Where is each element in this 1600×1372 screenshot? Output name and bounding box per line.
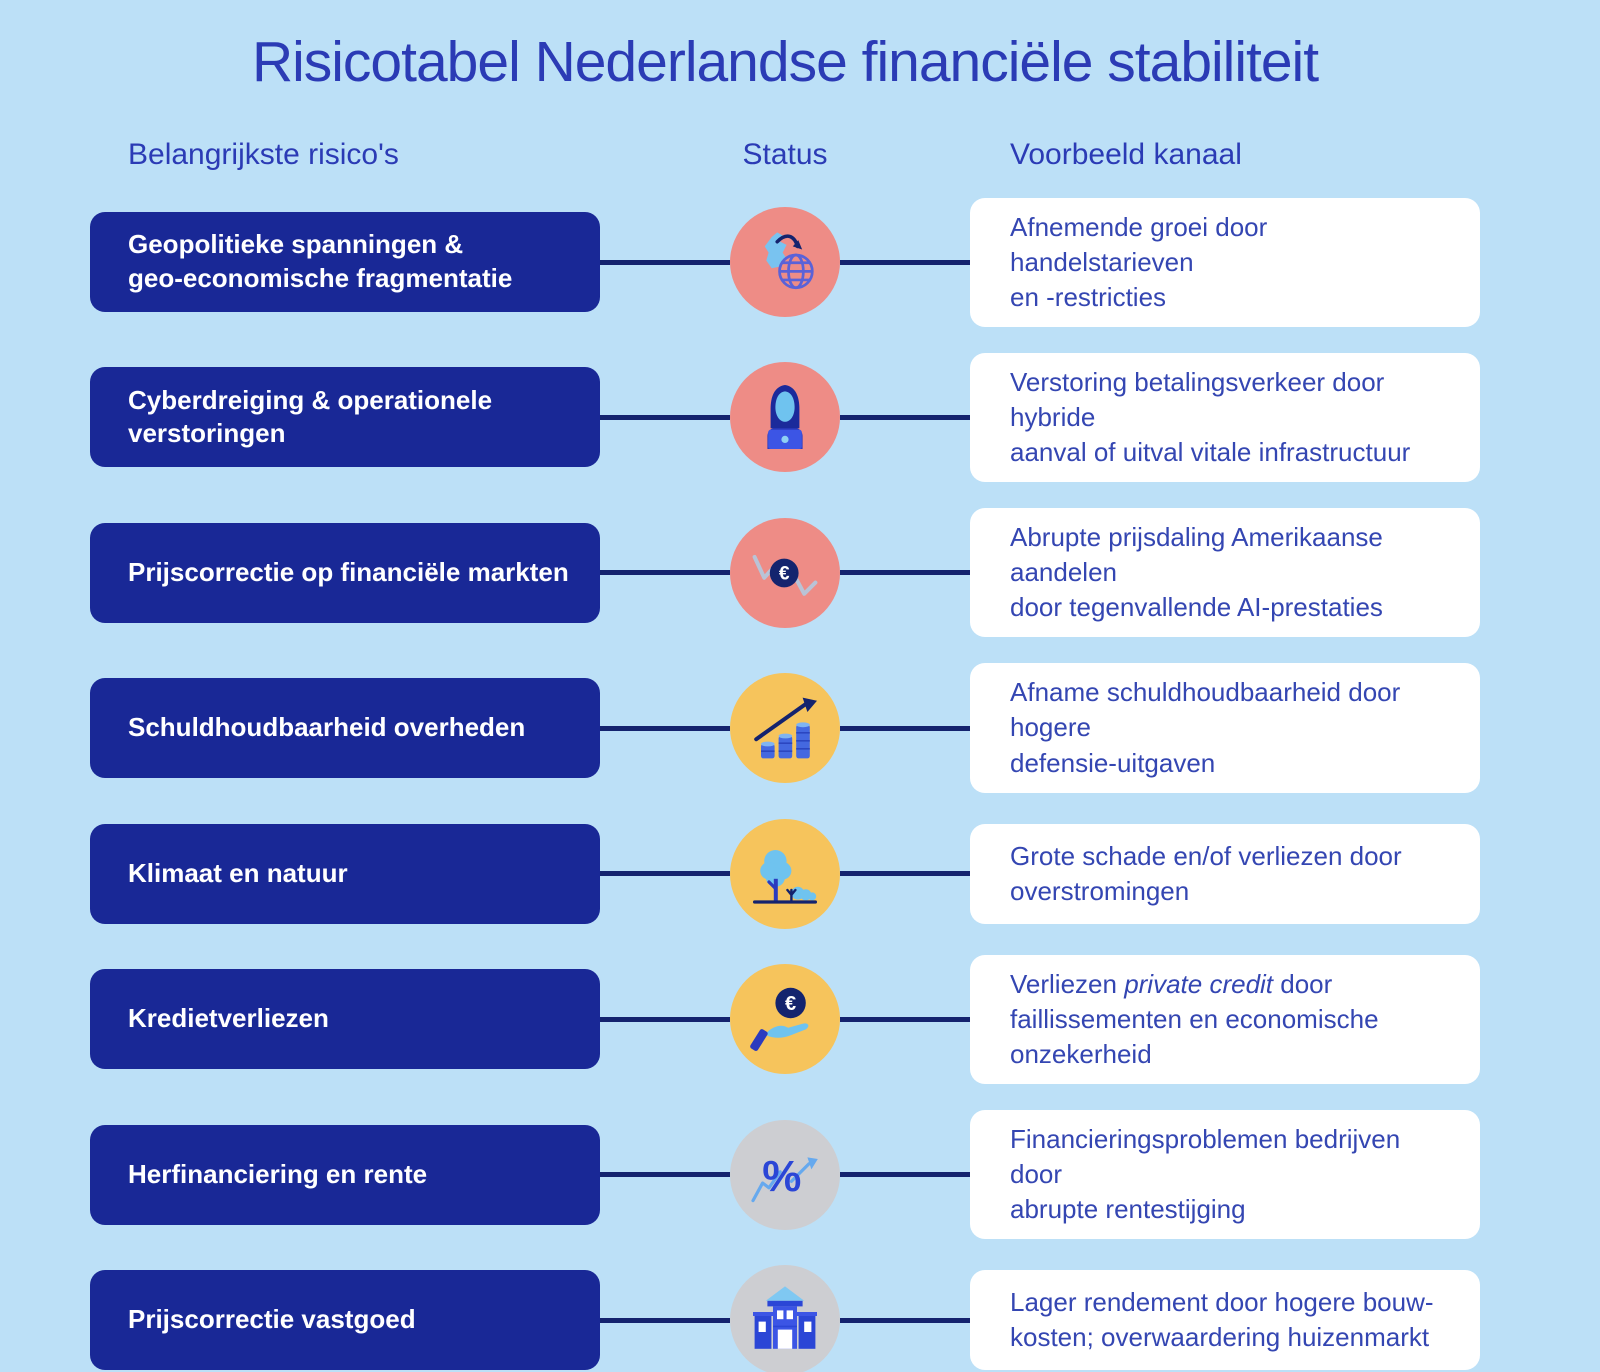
connector-line [840, 871, 970, 877]
connector-line [600, 259, 730, 265]
connector [600, 362, 970, 473]
connector-line [840, 1172, 970, 1178]
status-circle [730, 362, 840, 473]
status-circle: € [730, 517, 840, 628]
connector-line [840, 259, 970, 265]
connector-line [840, 1016, 970, 1022]
channel-box: Abrupte prijsdaling Amerikaanse aandelen… [970, 508, 1480, 638]
risk-row: Klimaat en natuur [90, 818, 1480, 929]
channel-box: Verliezen private credit door faillissem… [970, 954, 1480, 1084]
risk-label-box: Cyberdreiging & operationele verstoringe… [90, 367, 600, 468]
percent-rate-chart-icon: % [751, 1152, 818, 1202]
channel-box: Afname schuldhoudbaarheid door hogere de… [970, 663, 1480, 793]
channel-text: Financieringsproblemen bedrijven door ab… [1010, 1123, 1401, 1225]
risk-row: Kredietverliezen € Verliezen privat [90, 954, 1480, 1084]
column-header-status: Status [742, 137, 828, 171]
risk-label: Klimaat en natuur [128, 857, 348, 888]
risk-label-box: Schuldhoudbaarheid overheden [90, 678, 600, 779]
channel-text: Verstoring betalingsverkeer door hybride… [1010, 366, 1411, 468]
falling-chart-euro-icon: € [752, 554, 818, 596]
risk-label: Prijscorrectie vastgoed [128, 1304, 416, 1335]
risk-row: Prijscorrectie vastgoed [90, 1265, 1480, 1372]
risk-row: Herfinanciering en rente % Financie [90, 1109, 1480, 1240]
channel-box: Verstoring betalingsverkeer door hybride… [970, 352, 1480, 483]
risk-label: Schuldhoudbaarheid overheden [128, 712, 526, 743]
channel-box: Financieringsproblemen bedrijven door ab… [970, 1109, 1480, 1240]
channel-text: Afname schuldhoudbaarheid door hogere de… [1010, 677, 1401, 778]
connector-line [600, 414, 730, 420]
connector-line [600, 570, 730, 576]
connector-line [840, 570, 970, 576]
risk-rows: Geopolitieke spanningen & geo-economisch… [90, 197, 1480, 1372]
connector [600, 207, 970, 318]
risk-label: Cyberdreiging & operationele verstoringe… [128, 384, 493, 449]
channel-text: Lager rendement door hogere bouw- kosten… [1010, 1287, 1434, 1353]
risk-label: Herfinanciering en rente [128, 1158, 428, 1189]
connector-line [840, 1317, 970, 1323]
column-header-risks: Belangrijkste risico's [128, 137, 399, 171]
risk-label-box: Klimaat en natuur [90, 823, 600, 924]
connector-line [600, 1016, 730, 1022]
risk-label-box: Prijscorrectie vastgoed [90, 1270, 600, 1371]
status-circle [730, 1265, 840, 1372]
connector [600, 818, 970, 929]
rising-coins-arrow-icon [754, 697, 817, 759]
risk-label-box: Prijscorrectie op financiële markten [90, 522, 600, 623]
svg-text:%: % [762, 1152, 801, 1201]
channel-box: Afnemende groei door handelstarieven en … [970, 197, 1480, 327]
risk-row: Schuldhoudbaarheid overheden [90, 663, 1480, 793]
risk-label: Geopolitieke spanningen & geo-economisch… [128, 229, 513, 294]
connector: € [600, 964, 970, 1075]
channel-text: Afnemende groei door handelstarieven en … [1010, 211, 1268, 312]
connector-line [600, 871, 730, 877]
connector-line [840, 414, 970, 420]
channel-text: Abrupte prijsdaling Amerikaanse aandelen… [1010, 522, 1383, 623]
connector [600, 673, 970, 784]
channel-box: Lager rendement door hogere bouw- kosten… [970, 1270, 1480, 1371]
hand-euro-coin-icon: € [750, 988, 809, 1052]
svg-text:€: € [779, 563, 790, 584]
connector: € [600, 517, 970, 628]
svg-text:€: € [785, 994, 796, 1016]
risk-label-box: Geopolitieke spanningen & geo-economisch… [90, 212, 600, 313]
status-circle [730, 673, 840, 784]
page-title: Risicotabel Nederlandse financiële stabi… [251, 30, 1319, 94]
status-circle [730, 818, 840, 929]
risk-row: Prijscorrectie op financiële markten € A… [90, 508, 1480, 638]
risk-label: Prijscorrectie op financiële markten [128, 556, 569, 587]
risk-row: Geopolitieke spanningen & geo-economisch… [90, 197, 1480, 327]
column-header-channel: Voorbeeld kanaal [1010, 137, 1242, 171]
italic-term: private credit [1124, 968, 1274, 999]
risk-row: Cyberdreiging & operationele verstoringe… [90, 352, 1480, 483]
building-real-estate-icon [753, 1286, 817, 1350]
channel-text: Verliezen private credit door faillissem… [1010, 968, 1379, 1069]
connector-line [600, 725, 730, 731]
connector [600, 1265, 970, 1372]
connector-line [600, 1317, 730, 1323]
hacker-laptop-icon [767, 385, 803, 450]
risk-label-box: Kredietverliezen [90, 969, 600, 1070]
connector-line [600, 1172, 730, 1178]
channel-box: Grote schade en/of verliezen door overst… [970, 823, 1480, 924]
status-circle: € [730, 964, 840, 1075]
risk-label: Kredietverliezen [128, 1003, 329, 1034]
column-headers: Belangrijkste risico's Status Voorbeeld … [90, 138, 1480, 172]
status-circle: % [730, 1119, 840, 1230]
tree-nature-icon [753, 849, 817, 904]
connector-line [840, 725, 970, 731]
channel-text: Grote schade en/of verliezen door overst… [1010, 840, 1402, 906]
risk-label-box: Herfinanciering en rente [90, 1124, 600, 1225]
netherlands-globe-icon [764, 232, 814, 290]
status-circle [730, 207, 840, 318]
connector: % [600, 1119, 970, 1230]
